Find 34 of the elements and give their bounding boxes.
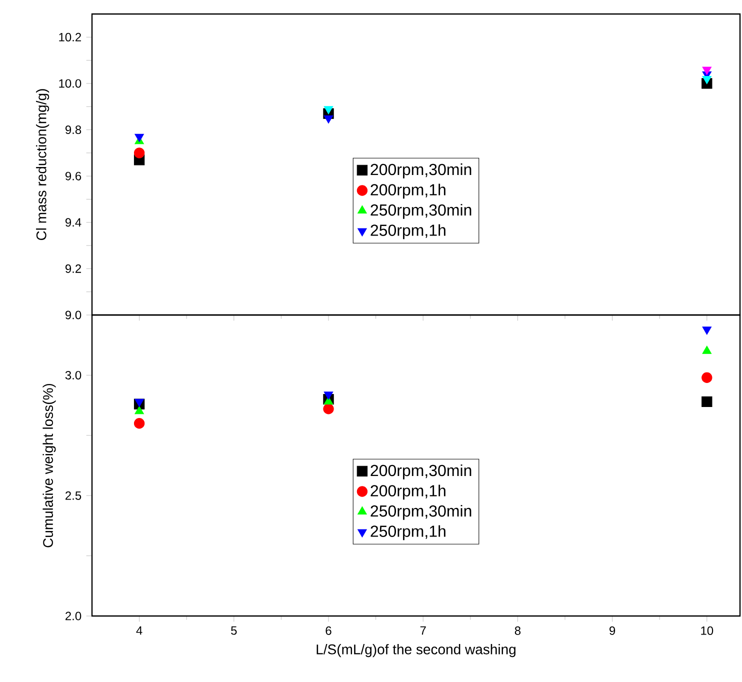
legend-label: 250rpm,30min [370,504,472,520]
x-tick-label: 7 [420,626,426,635]
x-tick-label: 5 [231,626,237,635]
point [324,106,334,114]
y-axis-title: Cl mass reduction(mg/g) [36,89,50,240]
point [134,148,145,158]
y-tick-label: 2.5 [66,491,82,500]
y-tick-label: 9.6 [65,172,82,180]
x-tick-label: 10 [701,626,714,635]
y-tick-label: 3.0 [65,370,82,380]
y-tick-label: 10.2 [59,32,81,42]
legend-label: 200rpm,1h [370,484,446,500]
point [702,66,712,75]
y-tick-label: 2.0 [66,612,82,620]
x-tick-label: 6 [326,626,332,635]
legend-label: 200rpm,1h [370,184,446,199]
legend-label: 250rpm,1h [370,525,446,540]
x-tick-label: 4 [136,626,142,635]
x-axis-title: L/S(mL/g)of the second washing [316,644,516,658]
legend-label: 250rpm,1h [370,224,446,240]
legend-label: 200rpm,30min [370,163,472,178]
point [702,76,712,84]
legend-label: 250rpm,30min [370,204,472,219]
legend-label: 200rpm,30min [370,464,472,480]
y-tick-label: 9.8 [65,126,82,134]
y-tick-label: 9.4 [65,218,82,227]
x-tick-label: 8 [514,626,521,635]
y-tick-label: 10.0 [59,79,82,88]
y-tick-label: 9.0 [65,310,82,320]
point [324,115,334,124]
x-tick-label: 9 [610,626,616,635]
y-tick-label: 9.2 [65,264,81,273]
point [134,134,144,142]
y-axis-title: Cumulative weight loss(%) [42,384,56,548]
